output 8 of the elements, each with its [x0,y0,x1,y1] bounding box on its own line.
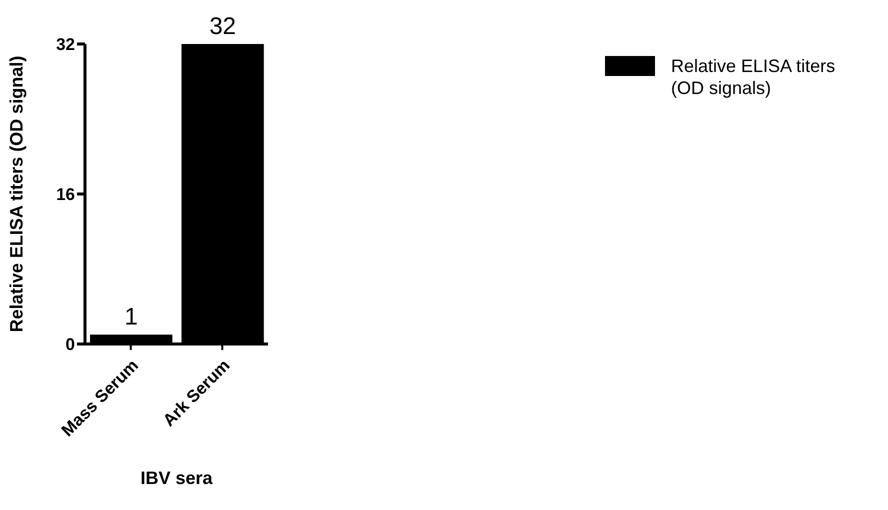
data-label: 1 [124,304,138,331]
x-axis-title: IBV sera [140,468,214,488]
legend-label: Relative ELISA titers (OD signals) [671,55,836,99]
y-tick-label: 32 [56,35,75,54]
y-axis-title: Relative ELISA titers (OD signal) [6,56,26,332]
data-label: 32 [209,13,236,40]
y-tick-label: 0 [66,335,75,354]
y-tick-label: 16 [56,185,75,204]
